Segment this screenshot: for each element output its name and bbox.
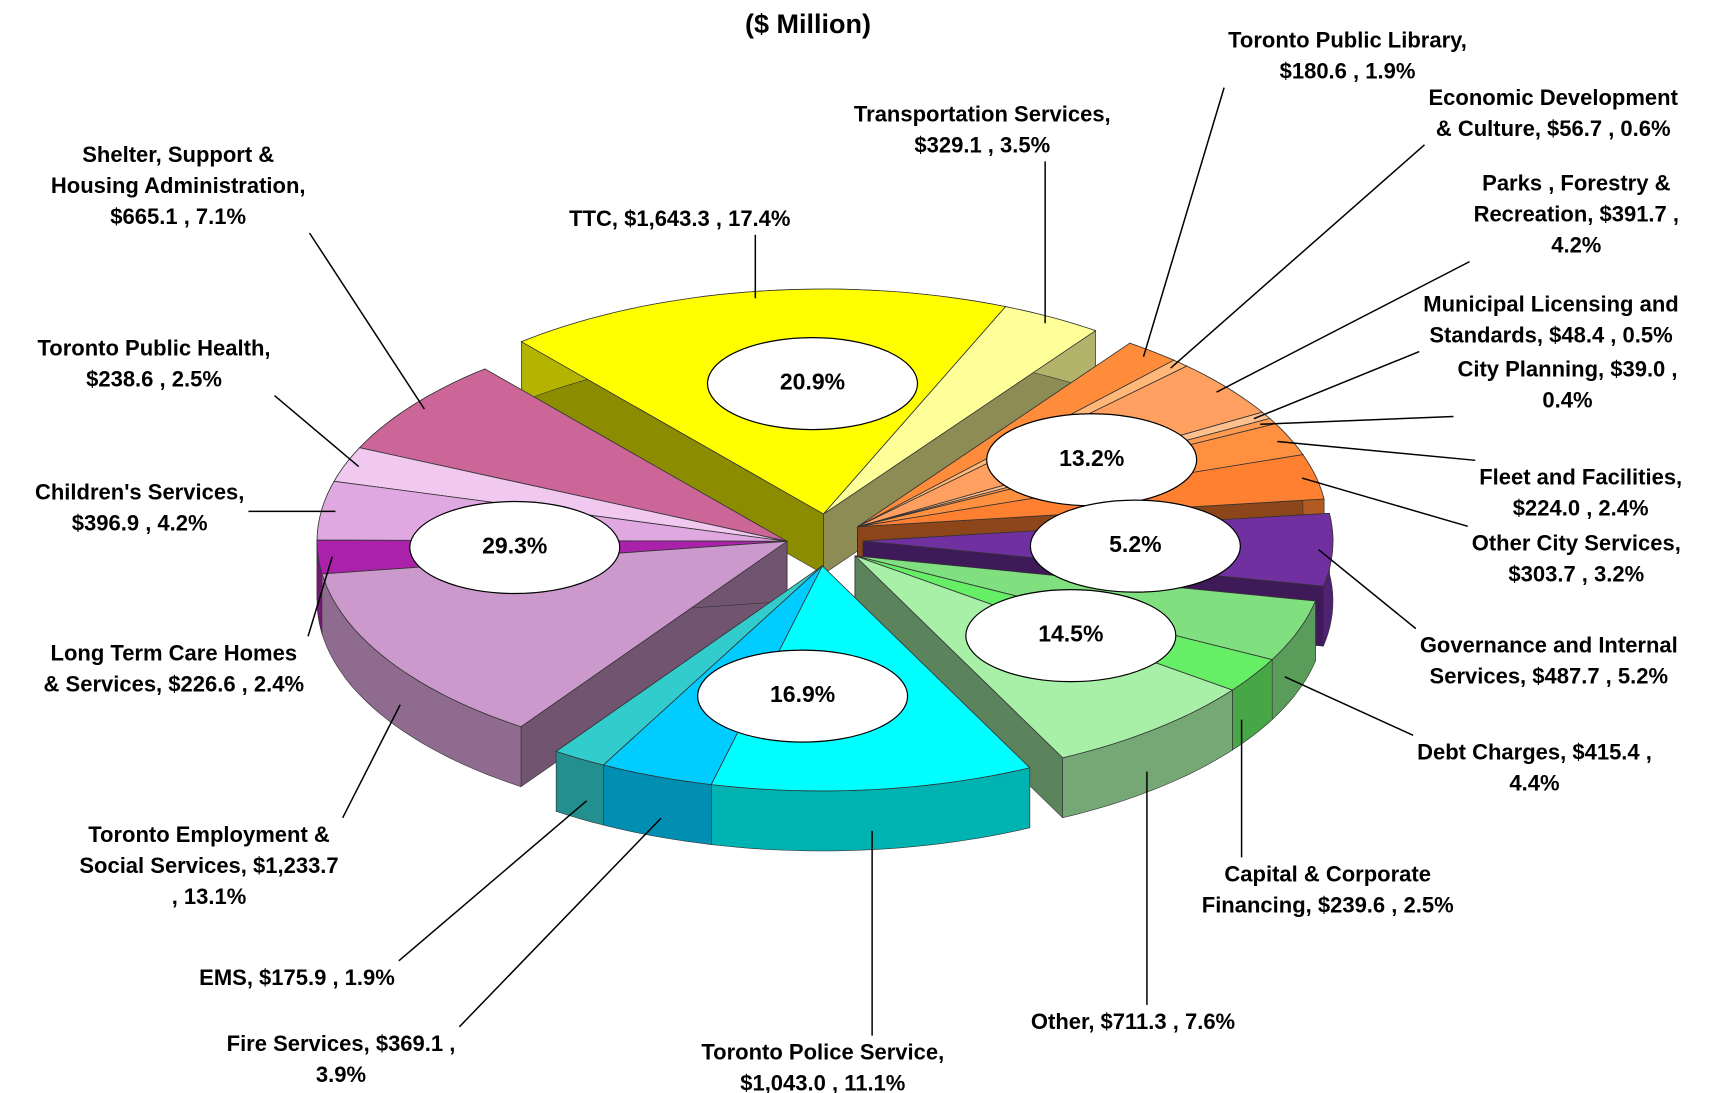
group-label-bubble: [697, 649, 909, 743]
slice-label-line: $396.9 , 4.2%: [72, 511, 208, 536]
slice-label: Capital & Corporate Financing, $239.6 , 2…: [1202, 861, 1454, 917]
leader-line: [308, 232, 425, 410]
slice-label-line: 4.2%: [1551, 233, 1601, 258]
slice-label-line: Debt Charges, $415.4 ,: [1417, 739, 1652, 764]
slice-label-line: Toronto Police Service,: [701, 1040, 944, 1065]
slice-label: Toronto Employment & Social Services, $1,…: [79, 822, 338, 909]
slice-label-line: & Culture, $56.7 , 0.6%: [1436, 116, 1671, 141]
slice-label-line: Parks , Forestry &: [1482, 171, 1670, 196]
slice-label-line: , 13.1%: [172, 884, 247, 909]
slice-label-line: $1,043.0 , 11.1%: [740, 1071, 905, 1093]
slice-label: Debt Charges, $415.4 , 4.4%: [1417, 739, 1652, 795]
chart-title: ($ Million): [745, 9, 871, 39]
slice-label-line: 4.4%: [1509, 770, 1559, 795]
slice-label-line: Services, $487.7 , 5.2%: [1430, 664, 1669, 689]
slice-label: Toronto Public Health, $238.6 , 2.5%: [37, 336, 270, 392]
slice-label-line: Other, $711.3 , 7.6%: [1031, 1009, 1235, 1034]
slice-label: Toronto Police Service, $1,043.0 , 11.1%: [701, 1040, 944, 1093]
slice-label-line: $665.1 , 7.1%: [110, 204, 246, 229]
group-label: 20.9%: [780, 369, 845, 395]
slice-label: TTC, $1,643.3 , 17.4%: [569, 206, 790, 231]
slice-label: Toronto Public Library, $180.6 , 1.9%: [1228, 28, 1467, 84]
leader-line: [274, 395, 360, 468]
leader-line: [458, 817, 662, 1028]
slice-label-line: Municipal Licensing and: [1423, 292, 1678, 317]
leader-line: [1170, 144, 1425, 369]
slice-label-line: & Services, $226.6 , 2.4%: [44, 671, 305, 696]
slice-label-line: TTC, $1,643.3 , 17.4%: [569, 206, 790, 231]
slice-label-line: Fleet and Facilities,: [1479, 464, 1682, 489]
slice-label-line: Toronto Public Library,: [1228, 28, 1467, 53]
slice-label-line: Capital & Corporate: [1224, 861, 1431, 886]
slice-label-line: Standards, $48.4 , 0.5%: [1429, 323, 1672, 348]
slice-label-line: Long Term Care Homes: [51, 640, 298, 665]
group-label: 29.3%: [482, 533, 547, 559]
slice-label: Long Term Care Homes & Services, $226.6 ,…: [44, 640, 305, 696]
group-label: 13.2%: [1059, 445, 1124, 471]
group-label-bubble: [965, 589, 1177, 683]
leader-line: [1216, 260, 1470, 393]
leader-line: [1301, 477, 1468, 528]
slice-label: Municipal Licensing and Standards, $48.4 …: [1423, 292, 1678, 348]
slice-label: Governance and Internal Services, $487.7 …: [1420, 633, 1678, 689]
slice: [823, 306, 1097, 515]
leader-line: [1318, 549, 1417, 630]
slice-label-line: Economic Development: [1429, 85, 1679, 110]
slice-label-line: Shelter, Support &: [82, 142, 274, 167]
leader-line: [1260, 415, 1454, 426]
slice-label-line: $180.6 , 1.9%: [1280, 59, 1416, 84]
slice-label-line: Toronto Employment &: [88, 822, 330, 847]
slice-label-line: Toronto Public Health,: [37, 336, 270, 361]
leader-line: [1277, 440, 1476, 462]
slice-label-line: EMS, $175.9 , 1.9%: [199, 965, 395, 990]
slice-label-line: Financing, $239.6 , 2.5%: [1202, 892, 1454, 917]
slice-label: Economic Development & Culture, $56.7 , 0…: [1429, 85, 1679, 141]
slice-label-line: $238.6 , 2.5%: [86, 367, 222, 392]
slice-label: Fire Services, $369.1 , 3.9%: [227, 1031, 456, 1087]
slice-label-line: Children's Services,: [35, 480, 244, 505]
slice-label-line: $224.0 , 2.4%: [1513, 495, 1649, 520]
slice-label-line: $303.7 , 3.2%: [1508, 561, 1644, 586]
leader-line: [398, 800, 588, 962]
group-label-bubble: [1029, 499, 1241, 593]
leader-line: [1142, 87, 1225, 357]
slice-label-line: 3.9%: [316, 1062, 366, 1087]
group-label-bubble: [706, 337, 919, 431]
slice-label-line: Governance and Internal: [1420, 633, 1678, 658]
leader-line: [1253, 350, 1420, 420]
leader-line: [1284, 676, 1414, 736]
slice: [321, 540, 789, 728]
slice-label-line: 0.4%: [1542, 388, 1592, 413]
slice-label-line: Social Services, $1,233.7: [79, 853, 338, 878]
slice-label: Fleet and Facilities, $224.0 , 2.4%: [1479, 464, 1682, 520]
leader-line: [307, 556, 333, 637]
leader-line: [341, 704, 401, 819]
slice-label-line: $329.1 , 3.5%: [914, 132, 1050, 157]
group-label: 5.2%: [1109, 531, 1161, 557]
slice-label-line: Transportation Services,: [854, 101, 1111, 126]
slice-label-line: Fire Services, $369.1 ,: [227, 1031, 456, 1056]
slice-label-line: City Planning, $39.0 ,: [1457, 357, 1677, 382]
slice-label: Other, $711.3 , 7.6%: [1031, 1009, 1235, 1034]
slice-label-line: Other City Services,: [1472, 530, 1681, 555]
slice: [333, 447, 788, 542]
slice-label-line: Recreation, $391.7 ,: [1474, 202, 1679, 227]
slice-label: Parks , Forestry & Recreation, $391.7 , 4.…: [1474, 171, 1679, 258]
slice: [358, 368, 788, 542]
slice-label: Shelter, Support & Housing Administration…: [51, 142, 306, 229]
slice-label: Transportation Services, $329.1 , 3.5%: [854, 101, 1111, 157]
group-label: 14.5%: [1038, 621, 1103, 647]
slice-label: Other City Services, $303.7 , 3.2%: [1472, 530, 1681, 586]
slice-label-line: Housing Administration,: [51, 173, 306, 198]
group-label: 16.9%: [770, 681, 835, 707]
slice-label: EMS, $175.9 , 1.9%: [199, 965, 395, 990]
slice-label: City Planning, $39.0 , 0.4%: [1457, 357, 1677, 413]
slice-label: Children's Services, $396.9 , 4.2%: [35, 480, 244, 536]
group-label-bubble: [409, 500, 621, 595]
